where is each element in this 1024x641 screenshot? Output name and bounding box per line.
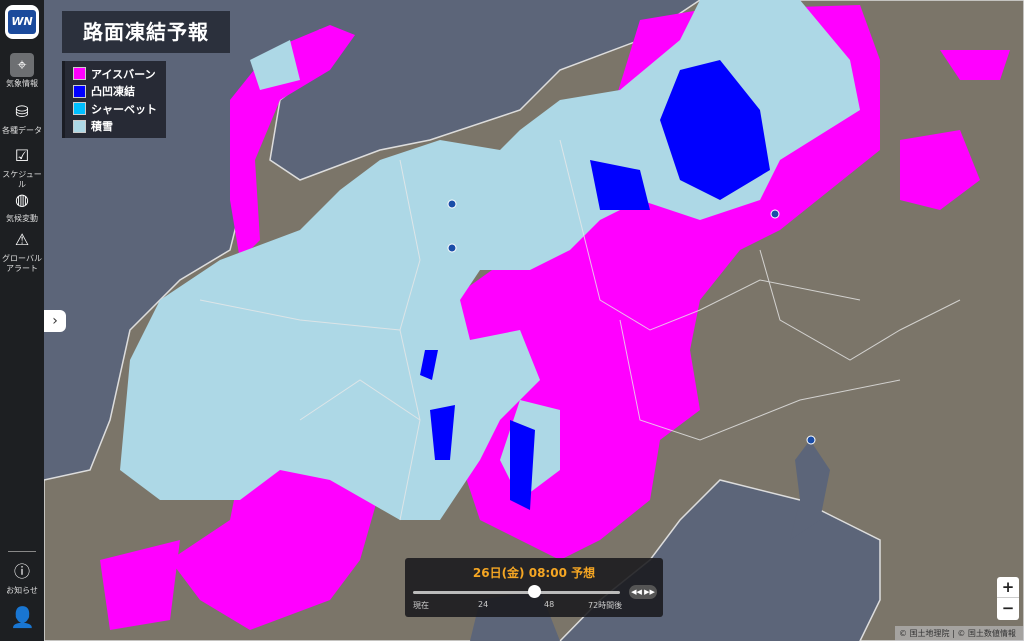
sidebar: WN ⌖ 気象情報 ⛁ 各種データ ☑ スケジュール ◍ 気候変動 ⚠ グローバル アラー… [0,0,44,641]
sidebar-item-climate[interactable]: ◍ 気候変動 [6,190,38,223]
zoom-control: + − [997,577,1019,620]
legend-swatch [73,84,86,98]
expand-panel-button[interactable]: › [44,310,66,332]
database-icon: ⛁ [15,102,29,121]
sidebar-item-data[interactable]: ⛁ 各種データ [2,102,42,135]
divider [8,551,36,552]
attribution: © 国土地理院 | © 国土数値情報 [895,626,1024,641]
location-marker-icon [770,209,780,219]
legend: アイスバーン 凸凹凍結 シャーベット 積雪 [62,61,166,138]
user-menu-button[interactable]: 👤 [0,605,44,631]
wn-logo[interactable]: WN [5,5,39,39]
time-slider[interactable] [413,591,620,594]
info-icon: ⓘ [13,562,30,581]
location-marker-icon [447,243,457,253]
sidebar-item-schedule[interactable]: ☑ スケジュール [2,146,42,189]
zoom-out-button[interactable]: − [1001,599,1015,617]
page-title: 路面凍結予報 [62,11,230,53]
legend-swatch [73,67,86,81]
map-pin-icon: ⌖ [10,53,34,77]
sidebar-item-notice[interactable]: ⓘ お知らせ [6,562,38,595]
user-menu-icon: 👤 [10,605,35,629]
tick-72: 72時間後 [588,601,623,610]
tick-24: 24 [478,600,489,609]
legend-swatch [73,119,86,133]
chevron-right-icon: › [52,313,58,329]
legend-item-snow: 積雪 [73,118,166,136]
tick-now: 現在 [413,601,429,610]
sidebar-item-global-alert[interactable]: ⚠ グローバル アラート [2,230,42,273]
bay [470,440,830,641]
rewind-icon[interactable]: ◀◀ [631,588,642,596]
bumpy-ice-region [420,60,770,510]
fast-forward-icon[interactable]: ▶▶ [644,588,655,596]
legend-item-ice: アイスバーン [73,65,166,83]
timeline-panel: 26日(金) 08:00 予想 現在 24 48 72時間後 ◀◀ ▶▶ [405,558,663,617]
calendar-check-icon: ☑ [14,146,30,165]
time-slider-handle[interactable] [527,585,541,598]
step-buttons[interactable]: ◀◀ ▶▶ [629,585,657,599]
zoom-in-button[interactable]: + [997,577,1019,598]
legend-item-sherbet: シャーベット [73,100,166,118]
globe-icon: ◍ [15,190,29,209]
tick-48: 48 [544,600,555,609]
location-marker-icon [447,199,457,209]
forecast-time: 26日(金) 08:00 予想 [472,566,596,580]
legend-item-bumpy: 凸凹凍結 [73,83,166,101]
globe-alert-icon: ⚠ [14,230,30,249]
location-marker-icon [806,435,816,445]
map[interactable] [44,0,1024,641]
location-markers [447,199,816,445]
legend-swatch [73,102,86,116]
prefecture-borders [199,139,961,521]
sidebar-item-weather-info[interactable]: ⌖ 気象情報 [6,53,38,88]
